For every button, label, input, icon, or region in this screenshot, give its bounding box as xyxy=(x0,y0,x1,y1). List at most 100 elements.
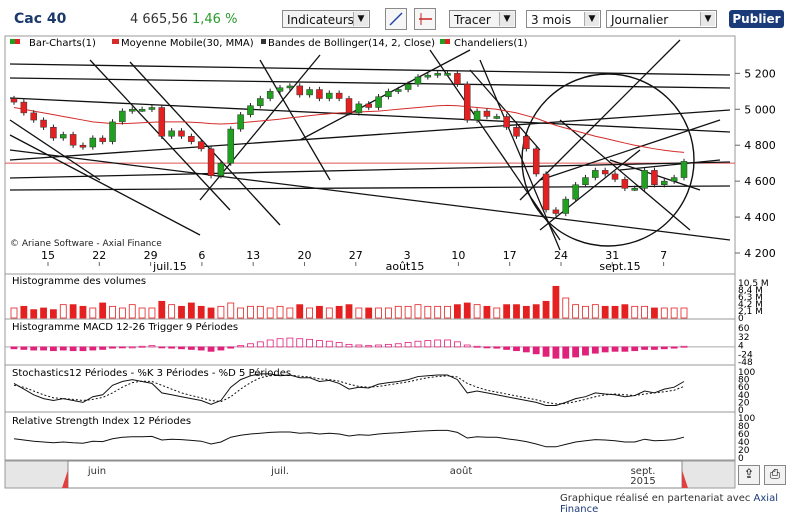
volume-bar xyxy=(542,300,550,319)
candle-body xyxy=(188,135,195,142)
candle-body xyxy=(286,85,294,89)
candle-body xyxy=(237,114,244,130)
macd-bar xyxy=(237,345,245,348)
trendline[interactable] xyxy=(9,134,201,236)
trendline[interactable] xyxy=(299,49,471,141)
volume-bar xyxy=(50,309,57,319)
volume-bar xyxy=(335,305,343,319)
legend: Bar-Charts(1) Moyenne Mobile(30, MMA) Ba… xyxy=(10,38,528,49)
trendline[interactable] xyxy=(9,149,731,241)
publish-button[interactable]: Publier xyxy=(729,10,784,28)
candle-body xyxy=(266,91,274,99)
candle-body xyxy=(631,188,638,191)
y-tick-label: 4 400 xyxy=(744,211,776,224)
candle-body xyxy=(661,180,668,185)
trendline[interactable] xyxy=(259,59,331,181)
candle-body xyxy=(148,107,156,110)
candle-body xyxy=(454,73,461,85)
candle-body xyxy=(128,109,136,112)
y-tick-label: 4 200 xyxy=(744,247,776,260)
volume-bar xyxy=(99,302,107,319)
period-select[interactable]: 3 mois ▼ xyxy=(526,10,601,28)
trendline[interactable] xyxy=(539,149,641,231)
macd-bar xyxy=(542,346,550,357)
volume-tick-label: 10,5 M xyxy=(738,279,769,289)
candle-body xyxy=(562,198,570,214)
x-tick-label: 7 xyxy=(660,249,667,262)
trendline[interactable] xyxy=(9,63,731,76)
trendline[interactable] xyxy=(9,109,731,161)
print-button[interactable]: ⎙ xyxy=(764,465,786,485)
volume-tick-label: 4,2 M xyxy=(738,300,763,310)
candle-body xyxy=(355,103,363,114)
candle-body xyxy=(158,107,166,137)
trendline[interactable] xyxy=(9,161,731,179)
horizontal-line-tool-button[interactable] xyxy=(414,8,436,30)
macd-bar xyxy=(168,346,176,349)
trendline[interactable] xyxy=(9,77,731,89)
macd-bar xyxy=(256,341,264,348)
candle-body xyxy=(227,128,235,164)
volume-bar xyxy=(118,307,126,319)
volume-bar xyxy=(463,302,471,319)
navigator-window[interactable] xyxy=(67,460,683,489)
trendline[interactable] xyxy=(9,185,731,191)
x-tick-label: 13 xyxy=(246,249,260,262)
macd-bar xyxy=(50,346,57,352)
volume-bar xyxy=(473,304,481,319)
indicators-select[interactable]: Indicateurs ▼ xyxy=(282,10,370,28)
macd-bar xyxy=(30,346,38,351)
macd-bar xyxy=(306,338,313,348)
x-tick-label: 17 xyxy=(503,249,517,262)
navigator-left-handle[interactable] xyxy=(62,470,68,488)
volume-bar xyxy=(552,285,560,319)
interval-select[interactable]: Journalier ▼ xyxy=(606,10,717,28)
footer-brand-link[interactable]: Axial Finance xyxy=(560,493,778,515)
volume-bar xyxy=(394,305,402,319)
macd-bar xyxy=(69,346,77,352)
volume-bar xyxy=(355,307,363,319)
volume-title: Histogramme des volumes xyxy=(12,276,146,287)
volume-bar xyxy=(109,305,116,319)
trendline[interactable] xyxy=(559,119,691,231)
volume-bar xyxy=(138,307,146,319)
rsi-tick-label: 20 xyxy=(738,446,750,456)
draw-select[interactable]: Tracer ▼ xyxy=(449,10,516,28)
macd-tick-label: -48 xyxy=(738,358,753,368)
volume-bar xyxy=(582,305,589,319)
ellipse-drawing[interactable] xyxy=(521,73,695,247)
candle-body xyxy=(178,130,185,137)
candle-body xyxy=(60,134,67,139)
macd-bar xyxy=(414,340,422,348)
volume-bar xyxy=(306,307,313,319)
candle-body xyxy=(670,177,678,182)
export-button[interactable]: ⇪ xyxy=(738,465,760,485)
candle-body xyxy=(552,209,560,214)
stochastics-panel xyxy=(4,364,736,413)
rsi-tick-label: 80 xyxy=(738,422,750,432)
trendline[interactable] xyxy=(479,59,561,251)
month-label: août15 xyxy=(386,260,425,273)
trendline[interactable] xyxy=(539,119,721,181)
volume-bar xyxy=(59,304,67,319)
trendline[interactable] xyxy=(129,61,281,226)
candle-body xyxy=(513,127,520,137)
legend-bollinger: Bandes de Bollinger(14, 2, Close) xyxy=(268,38,435,49)
trendline-tool-button[interactable] xyxy=(385,8,407,30)
rsi-tick-label: 100 xyxy=(738,414,755,424)
trendline[interactable] xyxy=(519,39,681,201)
candle-body xyxy=(532,148,540,175)
chevron-down-icon: ▼ xyxy=(499,12,514,26)
navigator-month-label: sept. xyxy=(631,466,656,477)
macd-bar xyxy=(621,346,629,352)
candle-body xyxy=(582,177,589,185)
macd-bar xyxy=(394,343,402,348)
candle-body xyxy=(109,121,116,142)
navigator-right-handle[interactable] xyxy=(682,470,688,488)
macd-bar xyxy=(562,346,570,359)
legend-candles: Chandeliers(1) xyxy=(454,38,528,49)
trendline[interactable] xyxy=(9,119,101,181)
trendline[interactable] xyxy=(429,49,561,241)
volume-bar xyxy=(680,307,688,319)
